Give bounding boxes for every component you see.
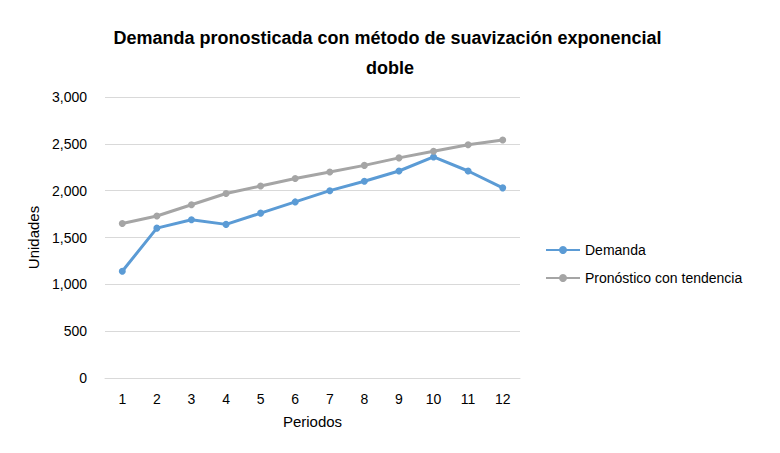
svg-text:2: 2 [153, 391, 161, 407]
svg-text:Pronóstico con tendencia: Pronóstico con tendencia [585, 270, 742, 286]
svg-text:7: 7 [326, 391, 334, 407]
svg-text:2,000: 2,000 [52, 183, 87, 199]
svg-text:12: 12 [495, 391, 511, 407]
svg-text:2,500: 2,500 [52, 136, 87, 152]
svg-text:1,000: 1,000 [52, 276, 87, 292]
svg-text:Demanda pronosticada con métod: Demanda pronosticada con método de suavi… [113, 28, 666, 48]
svg-text:4: 4 [222, 391, 230, 407]
svg-text:0: 0 [79, 370, 87, 386]
svg-text:10: 10 [426, 391, 442, 407]
svg-text:Periodos: Periodos [283, 413, 342, 430]
svg-text:Demanda: Demanda [585, 242, 646, 258]
svg-text:1: 1 [118, 391, 126, 407]
svg-text:3,000: 3,000 [52, 89, 87, 105]
svg-text:8: 8 [360, 391, 368, 407]
svg-text:Unidades: Unidades [25, 206, 42, 269]
svg-text:doble: doble [366, 58, 414, 78]
svg-text:9: 9 [395, 391, 403, 407]
svg-text:500: 500 [64, 323, 88, 339]
svg-text:1,500: 1,500 [52, 230, 87, 246]
svg-text:6: 6 [291, 391, 299, 407]
svg-text:11: 11 [461, 391, 476, 407]
svg-text:5: 5 [257, 391, 265, 407]
svg-text:3: 3 [188, 391, 196, 407]
